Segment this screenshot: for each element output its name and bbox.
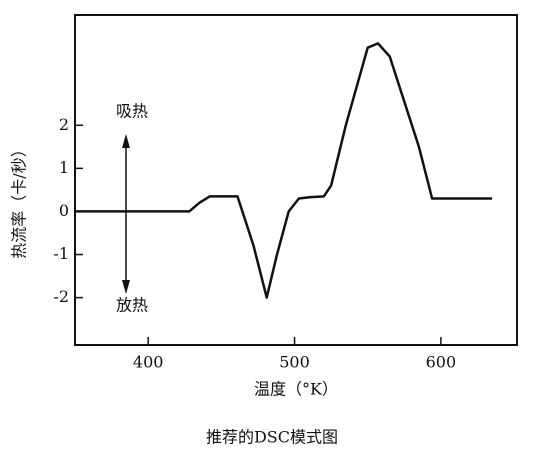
chart-title: 推荐的DSC模式图 xyxy=(206,428,338,447)
data-line xyxy=(75,42,493,299)
annotation: 吸热 xyxy=(116,102,148,121)
y-tick-label: -2 xyxy=(53,287,69,306)
y-tick-label: -1 xyxy=(53,244,69,263)
x-tick-label: 600 xyxy=(426,353,457,372)
y-tick-label: 2 xyxy=(59,115,69,134)
x-tick-label: 400 xyxy=(133,353,164,372)
y-tick-label: 1 xyxy=(59,158,69,177)
arrow-head xyxy=(122,280,130,294)
x-axis-label: 温度（°K） xyxy=(254,380,338,399)
plot-frame xyxy=(74,14,518,346)
annotation: 放热 xyxy=(116,296,148,315)
x-tick-label: 500 xyxy=(279,353,310,372)
arrow-head xyxy=(122,134,130,148)
y-axis-label: 热流率（卡/秒） xyxy=(10,141,29,258)
y-tick-label: 0 xyxy=(59,201,69,220)
